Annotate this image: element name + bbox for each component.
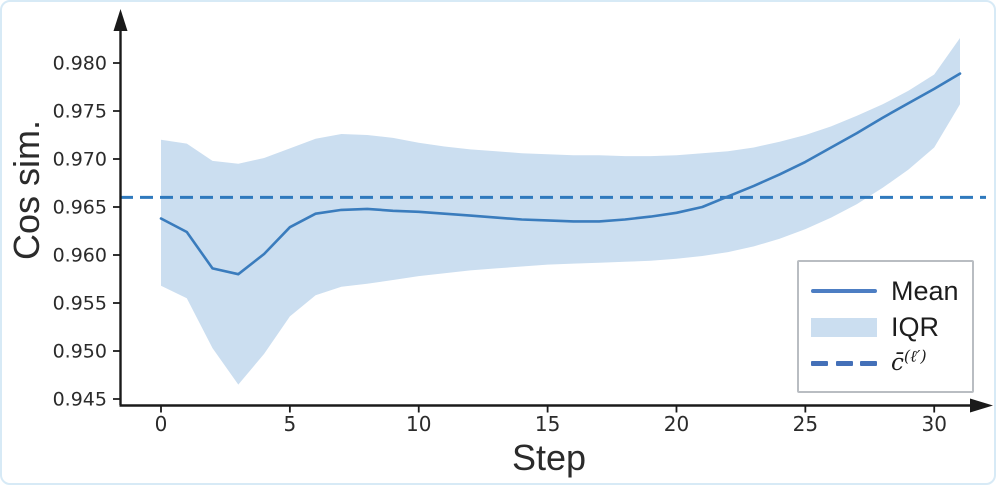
legend-item-mean: Mean — [811, 275, 961, 307]
y-tick-label: 0.970 — [53, 149, 107, 171]
mean-line — [159, 72, 962, 276]
y-tick-label: 0.975 — [53, 101, 107, 123]
legend-item-baseline: c̄(ℓ′) — [811, 347, 961, 379]
x-axis-label: Step — [512, 437, 586, 478]
x-tick-label: 5 — [284, 412, 297, 436]
legend-label-mean: Mean — [891, 275, 959, 306]
x-tick-label: 25 — [793, 412, 818, 436]
x-axis-arrow-icon — [970, 398, 993, 413]
x-tick-label: 15 — [535, 412, 560, 436]
legend-item-iqr: IQR — [811, 311, 961, 343]
chart-legend: Mean IQR c̄(ℓ′) — [797, 260, 974, 393]
y-tick-label: 0.980 — [53, 53, 107, 75]
y-tick-label: 0.965 — [53, 197, 107, 219]
iqr-band — [161, 38, 960, 385]
baseline-dash-swatch — [811, 360, 877, 366]
y-tick-label: 0.960 — [53, 245, 107, 267]
y-axis-arrow-icon — [113, 9, 128, 31]
mean-line-swatch — [811, 289, 877, 293]
legend-label-baseline: c̄(ℓ′) — [891, 345, 927, 376]
x-tick-label: 0 — [155, 412, 168, 436]
y-axis-label: Cos sim. — [6, 120, 47, 260]
y-tick-label: 0.945 — [53, 389, 107, 411]
x-tick-label: 20 — [664, 412, 689, 436]
y-tick-label: 0.950 — [53, 341, 107, 363]
iqr-patch-swatch — [811, 317, 877, 337]
legend-label-iqr: IQR — [891, 311, 940, 342]
x-tick-label: 10 — [406, 412, 431, 436]
y-tick-label: 0.955 — [53, 293, 107, 315]
x-tick-label: 30 — [921, 412, 946, 436]
